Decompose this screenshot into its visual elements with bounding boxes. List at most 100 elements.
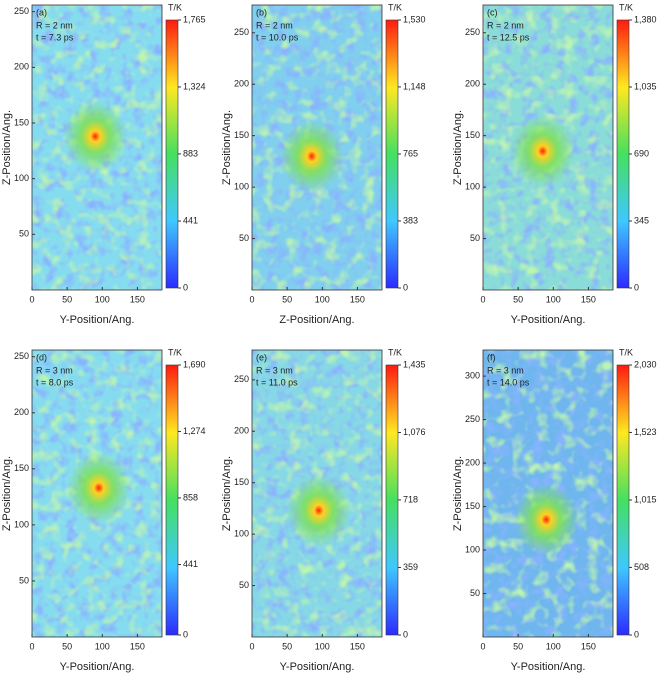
colorbar-tick-label: 0 xyxy=(634,629,639,639)
x-axis-title: Z-Position/Ang. xyxy=(279,314,354,326)
y-tick-label: 100 xyxy=(465,544,480,554)
colorbar-tick-label: 1,324 xyxy=(183,81,206,91)
colorbar xyxy=(616,364,630,636)
colorbar-tick-label: 359 xyxy=(403,562,418,572)
x-tick-label: 150 xyxy=(350,294,365,304)
colorbar-tick-label: 1,274 xyxy=(183,426,206,436)
y-tick-label: 150 xyxy=(234,477,249,487)
colorbar-title: T/K xyxy=(168,2,182,12)
colorbar-tick-label: 718 xyxy=(403,494,418,504)
y-tick-label: 200 xyxy=(14,407,29,417)
y-axis-title: Z-Position/Ang. xyxy=(452,110,464,185)
x-tick-label: 150 xyxy=(130,641,145,651)
annotation: t = 7.3 ps xyxy=(36,32,74,42)
colorbar-tick-label: 441 xyxy=(183,559,198,569)
y-tick-label: 50 xyxy=(470,233,480,243)
colorbar-tick-label: 858 xyxy=(183,492,198,502)
colorbar xyxy=(385,364,399,636)
y-tick-label: 250 xyxy=(465,414,480,424)
y-tick-label: 50 xyxy=(19,575,29,585)
colorbar-tick-label: 765 xyxy=(403,148,418,158)
plot-frame xyxy=(482,349,614,638)
y-tick-label: 250 xyxy=(14,351,29,361)
x-tick-label: 50 xyxy=(282,294,292,304)
x-tick-label: 150 xyxy=(130,294,145,304)
x-tick-label: 100 xyxy=(95,294,110,304)
colorbar-tick-label: 1,530 xyxy=(403,14,426,24)
x-tick-label: 100 xyxy=(315,294,330,304)
annotation: R = 2 nm xyxy=(487,20,524,30)
x-axis-title: Y-Position/Ang. xyxy=(511,661,586,673)
annotation: t = 11.0 ps xyxy=(256,377,298,387)
x-axis-title: Y-Position/Ang. xyxy=(511,314,586,326)
colorbar-tick-label: 883 xyxy=(183,148,198,158)
y-tick-label: 50 xyxy=(19,229,29,239)
y-tick-label: 200 xyxy=(465,457,480,467)
x-tick-label: 50 xyxy=(62,641,72,651)
colorbar xyxy=(385,19,399,289)
y-tick-label: 300 xyxy=(465,370,480,380)
y-axis-title: Z-Position/Ang. xyxy=(1,456,13,531)
colorbar-tick-label: 383 xyxy=(403,215,418,225)
hot-spot xyxy=(514,483,579,556)
colorbar-tick-label: 1,015 xyxy=(634,494,657,504)
x-tick-label: 50 xyxy=(513,294,523,304)
annotation: R = 3 nm xyxy=(487,365,524,375)
colorbar-tick-label: 345 xyxy=(634,215,649,225)
x-tick-label: 100 xyxy=(315,641,330,651)
hot-spot xyxy=(286,474,351,547)
colorbar-tick-label: 0 xyxy=(403,629,408,639)
colorbar-tick-label: 0 xyxy=(183,629,188,639)
x-tick-label: 0 xyxy=(480,294,485,304)
y-axis-title: Z-Position/Ang. xyxy=(221,456,233,531)
colorbar-tick-label: 441 xyxy=(183,215,198,225)
colorbar-tick-label: 1,148 xyxy=(403,81,426,91)
x-tick-label: 150 xyxy=(581,641,596,651)
plot-frame xyxy=(482,4,614,291)
colorbar-tick-label: 0 xyxy=(634,282,639,292)
y-tick-label: 150 xyxy=(14,117,29,127)
annotation: R = 2 nm xyxy=(36,20,73,30)
annotation: R = 3 nm xyxy=(36,365,73,375)
y-tick-label: 50 xyxy=(470,588,480,598)
colorbar-tick-label: 690 xyxy=(634,148,649,158)
colorbar-title: T/K xyxy=(619,2,633,12)
y-tick-label: 150 xyxy=(234,130,249,140)
colorbar xyxy=(165,364,179,636)
y-tick-label: 200 xyxy=(14,62,29,72)
annotation: t = 12.5 ps xyxy=(487,32,530,42)
x-tick-label: 100 xyxy=(546,294,561,304)
y-tick-label: 100 xyxy=(465,181,480,191)
colorbar-title: T/K xyxy=(388,2,402,12)
x-tick-label: 0 xyxy=(29,641,34,651)
panel-label: (d) xyxy=(36,352,47,362)
colorbar xyxy=(165,19,179,289)
x-tick-label: 50 xyxy=(62,294,72,304)
colorbar-tick-label: 1,523 xyxy=(634,427,657,437)
hot-spot xyxy=(63,100,128,173)
x-tick-label: 100 xyxy=(95,641,110,651)
y-tick-label: 150 xyxy=(14,463,29,473)
y-tick-label: 250 xyxy=(234,374,249,384)
annotation: t = 14.0 ps xyxy=(487,377,530,387)
y-tick-label: 250 xyxy=(465,27,480,37)
y-tick-label: 100 xyxy=(234,529,249,539)
colorbar-tick-label: 0 xyxy=(403,282,408,292)
y-tick-label: 250 xyxy=(14,6,29,16)
colorbar-title: T/K xyxy=(619,347,633,357)
y-tick-label: 100 xyxy=(14,173,29,183)
colorbar-title: T/K xyxy=(388,347,402,357)
x-tick-label: 100 xyxy=(546,641,561,651)
x-tick-label: 0 xyxy=(249,641,254,651)
y-tick-label: 50 xyxy=(239,580,249,590)
y-axis-title: Z-Position/Ang. xyxy=(452,456,464,531)
colorbar-tick-label: 0 xyxy=(183,282,188,292)
x-tick-label: 0 xyxy=(480,641,485,651)
annotation: t = 8.0 ps xyxy=(36,377,74,387)
y-tick-label: 200 xyxy=(234,426,249,436)
x-tick-label: 150 xyxy=(350,641,365,651)
x-tick-label: 0 xyxy=(29,294,34,304)
panel-label: (c) xyxy=(487,7,498,17)
colorbar-tick-label: 1,690 xyxy=(183,359,206,369)
